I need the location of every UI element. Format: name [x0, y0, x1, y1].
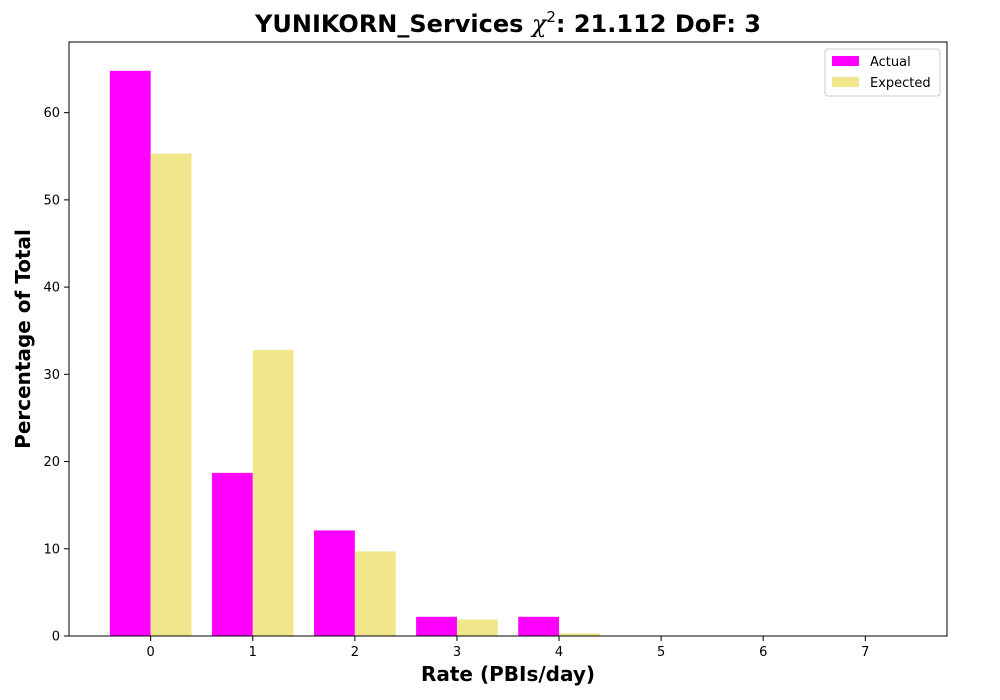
x-axis-label: Rate (PBIs/day) [421, 662, 595, 686]
bar-expected-4 [559, 633, 600, 636]
chart-title-chi-exponent: 2 [546, 8, 556, 26]
bar-actual-3 [416, 616, 457, 636]
bar-actual-0 [109, 70, 151, 637]
legend: Actual Expected [824, 48, 941, 97]
x-tick-label-4: 4 [555, 645, 563, 660]
x-tick-label-3: 3 [453, 645, 461, 660]
legend-label-actual: Actual [870, 55, 911, 70]
y-tick-label-30: 30 [43, 368, 60, 383]
x-tick-label-7: 7 [861, 645, 869, 660]
bar-expected-3 [456, 619, 498, 636]
legend-swatch-expected [832, 77, 859, 87]
y-axis-label: Percentage of Total [11, 229, 35, 449]
bar-actual-2 [314, 530, 355, 636]
chart-title: YUNIKORN_Services χ2: 21.112 DoF: 3 [254, 8, 761, 38]
chart-title-chi-symbol: χ [530, 10, 548, 38]
chart-title-prefix: YUNIKORN_Services [254, 10, 532, 38]
y-tick-label-40: 40 [43, 281, 60, 296]
x-tick-label-6: 6 [759, 645, 767, 660]
axes-layer: 0 1 2 3 4 5 6 7 0 10 20 30 40 50 60 [43, 41, 948, 660]
y-tick-label-10: 10 [43, 542, 60, 557]
legend-swatch-actual [832, 56, 859, 66]
x-tick-label-0: 0 [147, 645, 155, 660]
bar-actual-4 [518, 616, 560, 636]
bars-layer [109, 70, 702, 637]
y-tick-label-50: 50 [43, 193, 60, 208]
bar-expected-2 [354, 551, 396, 636]
y-tick-label-60: 60 [43, 106, 60, 121]
chart-title-suffix: : 21.112 DoF: 3 [556, 10, 761, 38]
y-tick-label-0: 0 [52, 630, 60, 645]
x-tick-label-2: 2 [351, 645, 359, 660]
x-tick-label-5: 5 [657, 645, 665, 660]
bar-actual-1 [211, 472, 253, 636]
legend-label-expected: Expected [870, 76, 931, 91]
plot-frame [68, 41, 948, 637]
x-tick-label-1: 1 [249, 645, 257, 660]
bar-expected-0 [150, 153, 192, 636]
bar-expected-1 [252, 349, 294, 636]
y-tick-label-20: 20 [43, 455, 60, 470]
